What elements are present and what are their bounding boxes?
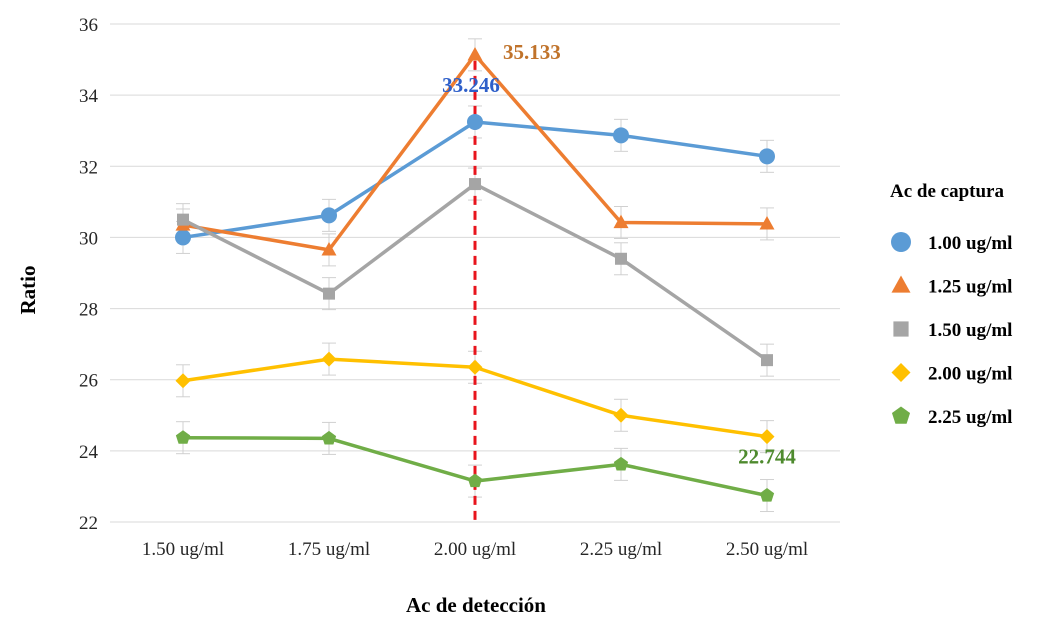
y-tick-label: 26 <box>79 371 98 392</box>
x-tick-labels: 1.50 ug/ml 1.75 ug/ml 2.00 ug/ml 2.25 ug/ml… <box>142 539 808 560</box>
legend-item: 1.25 ug/ml <box>891 275 1012 298</box>
y-tick-label: 24 <box>79 442 99 463</box>
legend-label: 1.50 ug/ml <box>928 320 1012 341</box>
data-point <box>469 178 481 191</box>
series-1-00-ug-ml <box>175 113 775 246</box>
data-label: 22.744 <box>738 445 796 469</box>
legend-marker <box>891 275 911 293</box>
legend-marker <box>891 232 911 252</box>
legend: Ac de captura 1.00 ug/ml 1.25 ug/ml 1.50 u… <box>890 181 1012 428</box>
y-tick-label: 30 <box>79 228 98 249</box>
data-label: 33.246 <box>442 73 500 97</box>
x-tick-label: 2.00 ug/ml <box>434 539 516 560</box>
y-tick-labels: 22 24 26 28 30 32 34 36 <box>79 15 99 534</box>
data-point <box>613 127 629 144</box>
y-tick-label: 22 <box>79 513 98 534</box>
data-point <box>177 213 189 226</box>
legend-item: 2.25 ug/ml <box>891 406 1012 428</box>
data-point <box>321 207 337 224</box>
series-1-25-ug-ml <box>175 46 775 256</box>
y-tick-label: 28 <box>79 300 98 321</box>
data-point <box>613 407 629 423</box>
series-1-50-ug-ml <box>177 178 773 367</box>
data-label: 35.133 <box>503 40 561 64</box>
legend-item: 2.00 ug/ml <box>891 363 1012 385</box>
data-point <box>321 242 337 256</box>
data-point <box>175 430 191 444</box>
y-axis-title: Ratio <box>16 266 40 315</box>
data-point <box>613 456 629 471</box>
legend-marker <box>891 363 911 382</box>
data-point <box>613 214 629 229</box>
legend-title: Ac de captura <box>890 181 1004 202</box>
data-point <box>467 473 483 488</box>
series-2-00-ug-ml <box>175 351 775 445</box>
data-point <box>323 287 335 300</box>
data-point <box>759 488 775 502</box>
data-point <box>761 354 773 367</box>
series-group <box>175 46 775 502</box>
x-tick-label: 2.25 ug/ml <box>580 539 662 560</box>
x-tick-label: 1.75 ug/ml <box>288 539 370 560</box>
data-point <box>615 252 627 265</box>
data-point <box>321 430 337 445</box>
legend-label: 1.00 ug/ml <box>928 233 1012 254</box>
legend-item: 1.50 ug/ml <box>893 320 1012 341</box>
data-point <box>759 216 775 230</box>
data-point <box>467 46 483 61</box>
data-point <box>467 113 483 130</box>
legend-label: 1.25 ug/ml <box>928 277 1012 298</box>
series-2-25-ug-ml <box>175 430 775 502</box>
data-point <box>175 229 191 246</box>
legend-label: 2.00 ug/ml <box>928 364 1012 385</box>
y-tick-label: 32 <box>79 157 98 178</box>
legend-label: 2.25 ug/ml <box>928 407 1012 428</box>
x-tick-label: 1.50 ug/ml <box>142 539 224 560</box>
x-axis-title: Ac de detección <box>406 593 546 617</box>
legend-item: 1.00 ug/ml <box>891 232 1012 254</box>
y-tick-label: 36 <box>79 15 98 36</box>
legend-marker <box>891 406 911 424</box>
y-tick-label: 34 <box>79 86 99 107</box>
data-point <box>467 359 483 375</box>
data-point <box>759 429 775 445</box>
data-point <box>321 351 337 367</box>
data-point <box>175 373 191 389</box>
x-tick-label: 2.50 ug/ml <box>726 539 808 560</box>
data-point <box>759 148 775 165</box>
legend-marker <box>893 321 909 337</box>
